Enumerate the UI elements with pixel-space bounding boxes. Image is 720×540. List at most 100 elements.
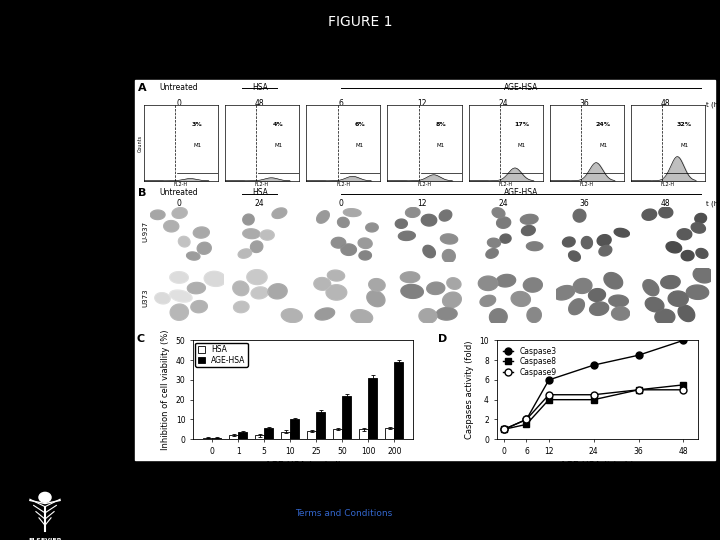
- Text: M1: M1: [680, 143, 688, 148]
- Text: 3%: 3%: [192, 123, 202, 127]
- Text: t (h): t (h): [706, 102, 720, 109]
- Polygon shape: [496, 274, 516, 287]
- Polygon shape: [179, 237, 190, 247]
- Bar: [385, 428, 395, 439]
- Bar: [264, 428, 274, 439]
- X-axis label: FL2-H: FL2-H: [580, 182, 594, 187]
- Line: Caspase9: Caspase9: [500, 386, 687, 433]
- Polygon shape: [645, 298, 664, 312]
- Polygon shape: [487, 238, 500, 247]
- Polygon shape: [500, 234, 511, 243]
- Polygon shape: [490, 309, 507, 325]
- Caspase8: [590, 396, 598, 403]
- Caspase9: [522, 416, 531, 423]
- Polygon shape: [523, 278, 542, 292]
- Polygon shape: [191, 301, 207, 313]
- Caspase9: [679, 387, 688, 393]
- Polygon shape: [233, 301, 249, 313]
- Polygon shape: [521, 214, 538, 224]
- Text: M1: M1: [599, 143, 607, 148]
- Bar: [342, 396, 351, 439]
- Polygon shape: [655, 309, 675, 325]
- Polygon shape: [351, 309, 372, 324]
- Y-axis label: Caspases activity (fold): Caspases activity (fold): [464, 341, 474, 439]
- Circle shape: [39, 492, 51, 502]
- Polygon shape: [677, 229, 692, 240]
- Polygon shape: [659, 207, 672, 218]
- Text: 8%: 8%: [436, 123, 446, 127]
- Bar: [333, 429, 342, 439]
- Polygon shape: [398, 231, 415, 240]
- Polygon shape: [261, 230, 274, 240]
- Bar: [368, 378, 377, 439]
- Polygon shape: [186, 252, 200, 260]
- Polygon shape: [268, 284, 287, 299]
- Polygon shape: [661, 275, 680, 289]
- Caspase8: [634, 387, 643, 393]
- X-axis label: FL2-H: FL2-H: [661, 182, 675, 187]
- Polygon shape: [367, 291, 385, 307]
- Bar: [307, 431, 316, 439]
- X-axis label: FL2-H: FL2-H: [255, 182, 269, 187]
- Caspase3: [634, 352, 643, 359]
- Caspase3: [500, 426, 508, 433]
- Polygon shape: [521, 226, 535, 235]
- Polygon shape: [251, 241, 263, 253]
- Text: Journal of Biological Chemistry 2011 28634903 -34913 DOI: (10. 1074/jbc. M 111. : Journal of Biological Chemistry 2011 286…: [90, 480, 500, 489]
- Polygon shape: [238, 249, 251, 258]
- Polygon shape: [326, 285, 347, 300]
- Polygon shape: [642, 209, 657, 220]
- Text: HSA: HSA: [252, 188, 268, 197]
- Text: AGE-HSA: AGE-HSA: [503, 83, 538, 92]
- Bar: [203, 437, 212, 439]
- Text: U-937: U-937: [143, 221, 148, 242]
- Polygon shape: [317, 211, 329, 223]
- Polygon shape: [170, 304, 189, 320]
- Polygon shape: [666, 242, 682, 253]
- Polygon shape: [681, 251, 694, 261]
- Polygon shape: [163, 220, 179, 232]
- Polygon shape: [573, 279, 592, 293]
- X-axis label: FL2-H: FL2-H: [174, 182, 188, 187]
- Polygon shape: [691, 222, 706, 233]
- Caspase8: [522, 421, 531, 428]
- Polygon shape: [614, 228, 629, 237]
- X-axis label: AGE-HSA (t in h): AGE-HSA (t in h): [560, 461, 634, 470]
- Text: M1: M1: [274, 143, 282, 148]
- Bar: [359, 429, 368, 439]
- Polygon shape: [695, 213, 706, 223]
- Polygon shape: [338, 218, 349, 227]
- Polygon shape: [678, 305, 695, 321]
- Text: 6: 6: [338, 99, 343, 108]
- Polygon shape: [243, 214, 254, 225]
- Polygon shape: [573, 210, 586, 222]
- Text: t (h): t (h): [706, 200, 720, 207]
- Polygon shape: [562, 237, 575, 247]
- Text: 36: 36: [580, 99, 590, 108]
- Polygon shape: [358, 238, 372, 248]
- Polygon shape: [439, 210, 451, 221]
- Polygon shape: [511, 292, 531, 306]
- Polygon shape: [643, 280, 659, 296]
- Polygon shape: [204, 272, 226, 286]
- Polygon shape: [193, 227, 210, 238]
- Caspase3: [679, 337, 688, 343]
- Text: ELSEVIER: ELSEVIER: [28, 538, 62, 540]
- Polygon shape: [272, 208, 287, 218]
- Caspase3: [544, 377, 553, 383]
- Text: M1: M1: [518, 143, 526, 148]
- Polygon shape: [328, 270, 345, 281]
- Caspase8: [500, 426, 508, 433]
- Caspase8: [544, 396, 553, 403]
- Polygon shape: [419, 309, 437, 323]
- Polygon shape: [197, 242, 211, 254]
- Polygon shape: [170, 272, 188, 283]
- Polygon shape: [478, 276, 498, 291]
- Text: U373: U373: [143, 289, 148, 307]
- Polygon shape: [581, 237, 593, 249]
- Polygon shape: [395, 219, 408, 228]
- Text: 24%: 24%: [595, 123, 611, 127]
- Polygon shape: [668, 291, 688, 306]
- Text: 17%: 17%: [514, 123, 529, 127]
- Polygon shape: [150, 210, 165, 220]
